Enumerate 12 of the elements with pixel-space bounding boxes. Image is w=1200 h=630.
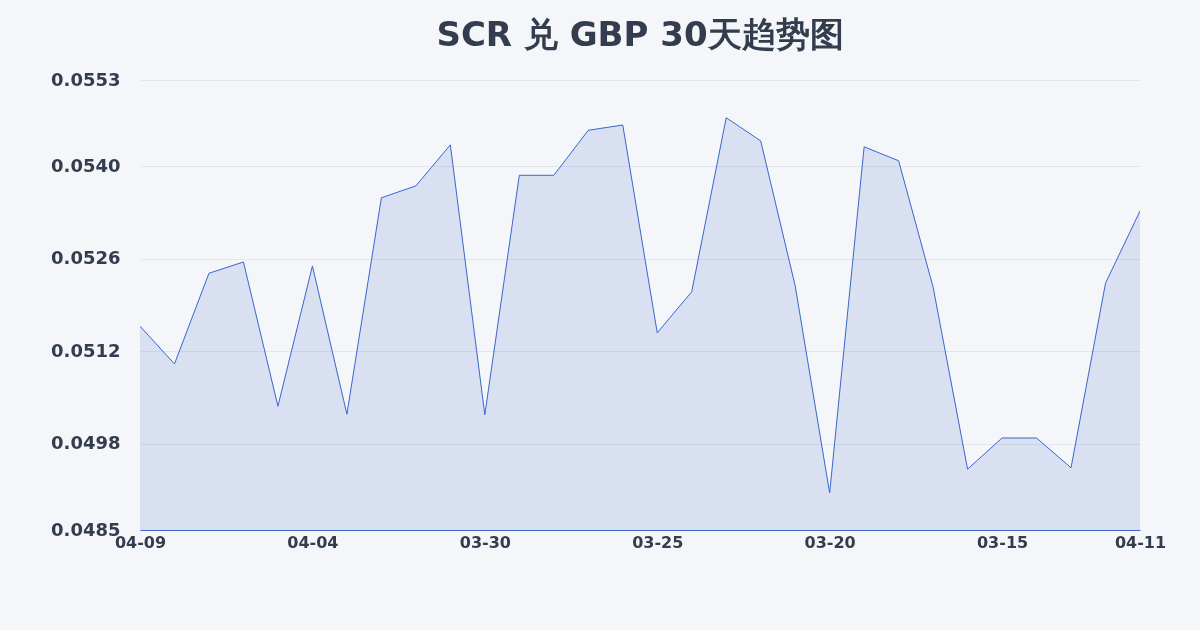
x-tick-label: 04-04: [287, 532, 339, 552]
x-tick-label: 03-30: [459, 532, 511, 552]
x-tick-label: 03-20: [804, 532, 856, 552]
x-tick-label: 03-25: [632, 532, 684, 552]
y-tick-label: 0.0540: [51, 154, 121, 176]
y-tick-label: 0.0553: [51, 68, 121, 90]
y-tick-label: 0.0526: [51, 247, 121, 269]
chart-title: SCR 兑 GBP 30天趋势图: [436, 14, 844, 54]
x-tick-label: 04-11: [1114, 532, 1167, 552]
y-tick-label: 0.0512: [51, 339, 121, 361]
y-tick-label: 0.0498: [51, 432, 121, 454]
x-tick-label: 03-15: [976, 532, 1029, 552]
